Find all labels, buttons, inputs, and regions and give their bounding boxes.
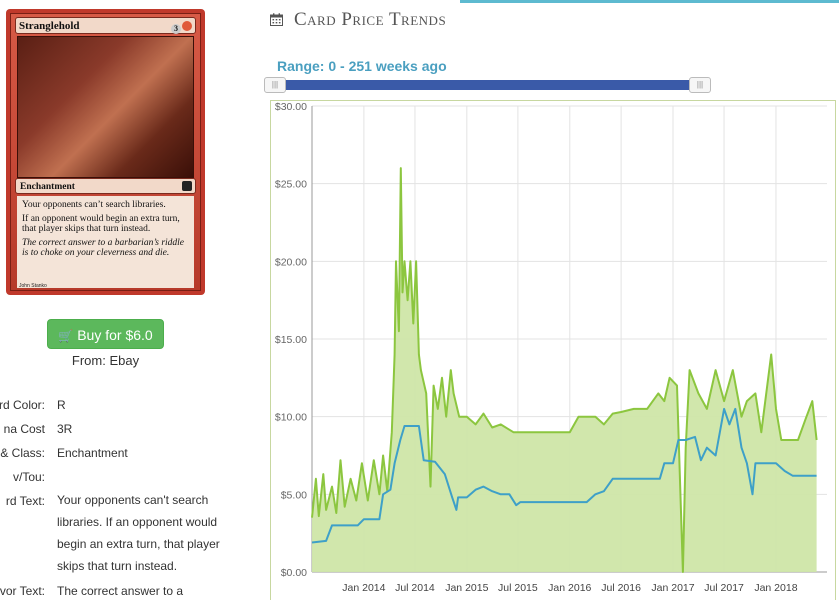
x-tick-label: Jul 2015 bbox=[498, 582, 538, 594]
range-label: Range: 0 - 251 weeks ago bbox=[277, 58, 447, 74]
card-type-line: Enchantment bbox=[20, 182, 75, 192]
y-axis: $0.00 $5.00 $10.00 $15.00 $20.00 $25.00 $30.00 bbox=[275, 101, 313, 579]
y-tick-label: $30.00 bbox=[275, 101, 307, 113]
seller-source: From: Ebay bbox=[71, 353, 140, 368]
card-mana-cost: 3 bbox=[170, 20, 192, 37]
card-type-bar: Enchantment bbox=[15, 178, 196, 194]
generic-mana-symbol: 3 bbox=[171, 24, 181, 34]
buy-button-label: Buy for $6.0 bbox=[77, 327, 153, 343]
detail-value: Your opponents can't search libraries. I… bbox=[57, 493, 220, 573]
red-mana-symbol bbox=[182, 21, 192, 31]
header-accent-line bbox=[460, 0, 839, 3]
range-slider-selection bbox=[275, 80, 700, 90]
y-tick-label: $0.00 bbox=[281, 567, 307, 579]
detail-label: v/Tou: bbox=[12, 470, 45, 484]
y-tick-label: $15.00 bbox=[275, 334, 307, 346]
y-tick-label: $5.00 bbox=[281, 489, 307, 501]
card-artist-credit: John Stanko bbox=[19, 283, 47, 289]
range-slider-max-handle[interactable]: ||| bbox=[689, 77, 711, 93]
x-tick-label: Jan 2018 bbox=[754, 582, 797, 594]
card-flavor-text: The correct answer to a barbarian’s ridd… bbox=[22, 237, 185, 259]
detail-label: vor Text: bbox=[0, 584, 45, 598]
card-rules-line: If an opponent would begin an extra turn… bbox=[22, 213, 180, 235]
detail-label: rd Text: bbox=[5, 494, 45, 508]
detail-value: 3R bbox=[57, 422, 73, 436]
buy-button[interactable]: 🛒 Buy for $6.0 bbox=[47, 319, 164, 349]
detail-value: The correct answer to a bbox=[57, 584, 184, 598]
card-artwork bbox=[17, 36, 194, 178]
y-tick-label: $25.00 bbox=[275, 179, 307, 191]
x-tick-label: Jan 2015 bbox=[445, 582, 488, 594]
price-trend-chart: $0.00 $5.00 $10.00 $15.00 $20.00 $25.00 $30.00… bbox=[270, 100, 836, 600]
detail-label: na Cost bbox=[3, 422, 45, 436]
x-tick-label: Jan 2014 bbox=[342, 582, 385, 594]
x-tick-label: Jan 2016 bbox=[548, 582, 591, 594]
artist-name: John Stanko bbox=[19, 283, 47, 289]
card-image: Stranglehold 3 Enchantment Your opponent… bbox=[6, 9, 205, 295]
detail-label: rd Color: bbox=[0, 398, 45, 412]
x-tick-label: Jul 2014 bbox=[395, 582, 435, 594]
card-title-bar: Stranglehold 3 bbox=[15, 17, 196, 34]
x-tick-label: Jul 2017 bbox=[704, 582, 744, 594]
range-slider-min-handle[interactable]: ||| bbox=[264, 77, 286, 93]
card-frame: Stranglehold 3 Enchantment Your opponent… bbox=[10, 13, 201, 291]
card-text-box: Your opponents can’t search libraries. I… bbox=[17, 196, 194, 288]
detail-value: R bbox=[57, 398, 66, 412]
series-area-1 bbox=[312, 168, 817, 572]
set-symbol-icon bbox=[182, 181, 192, 191]
detail-value: Enchantment bbox=[57, 446, 128, 460]
x-tick-label: Jan 2017 bbox=[651, 582, 694, 594]
shopping-cart-icon: 🛒 bbox=[58, 329, 74, 343]
section-title: Card Price Trends bbox=[294, 9, 447, 30]
y-tick-label: $20.00 bbox=[275, 256, 307, 268]
y-tick-label: $10.00 bbox=[275, 412, 307, 424]
series-line-2 bbox=[311, 407, 817, 544]
series-line-1 bbox=[311, 167, 818, 573]
x-tick-label: Jul 2016 bbox=[601, 582, 641, 594]
calendar-icon bbox=[270, 13, 283, 26]
card-name: Stranglehold bbox=[19, 20, 80, 32]
detail-label: e & Class: bbox=[0, 446, 45, 460]
card-rules-line: Your opponents can’t search libraries. bbox=[22, 200, 166, 210]
chart-plot-area bbox=[311, 167, 818, 573]
